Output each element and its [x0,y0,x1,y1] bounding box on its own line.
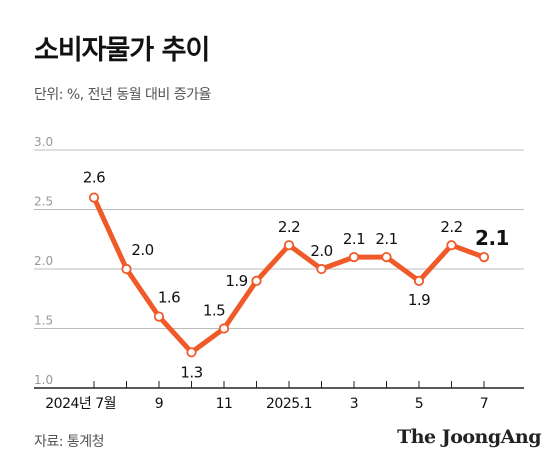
chart-title: 소비자물가 추이 [34,35,210,66]
data-point [478,252,490,263]
data-label: 2.2 [440,218,462,236]
x-tick-label: 11 [216,396,233,412]
x-tick-label: 7 [480,396,488,412]
y-tick-label: 1.0 [34,373,53,387]
data-label-layer: 2.62.01.61.31.51.92.22.02.1 2.11.92.2 2.1 [83,169,510,382]
data-label: 2.1 [475,226,509,250]
y-tick-label: 2.0 [34,254,53,268]
brand-logo: The JoongAng [397,426,541,448]
data-label: 1.5 [203,302,225,320]
x-tick-label: 9 [155,396,163,412]
data-label: 2.2 [278,218,300,236]
series-layer [88,192,490,358]
data-point [316,263,327,275]
data-label: 1.9 [225,272,247,290]
y-tick-label: 2.5 [34,195,53,209]
data-point [121,263,132,275]
data-label: 2.0 [131,241,153,259]
data-point [413,275,425,286]
data-point [381,252,392,263]
y-tick-label: 1.5 [34,314,53,328]
data-point [153,311,165,322]
chart-unit-note: 단위: %, 전년 동월 대비 증가율 [34,87,211,103]
data-label: 1.3 [180,363,202,381]
x-tick-label: 2024년 7월 [45,396,116,412]
x-tick-label: 3 [350,396,358,412]
data-label: 2.1 [375,230,397,248]
data-point [186,347,197,358]
data-point [88,192,100,203]
x-tick-label: 5 [415,396,423,412]
data-label: 1.9 [408,291,430,309]
data-point [283,240,295,251]
x-tick-label: 2025.1 [266,396,312,412]
data-point [218,323,230,334]
grid-layer: 3.0 2.5 2.0 1.5 1.0 [34,135,524,387]
data-point [348,252,360,263]
axis-layer: 2024년 7월 9 11 2025.1 3 5 7 [34,381,524,412]
data-label: 2.1 [343,230,365,248]
data-label: 2.0 [310,242,332,260]
data-point [251,275,262,286]
data-label: 1.6 [158,289,180,307]
y-tick-label: 3.0 [34,135,53,149]
data-point [446,240,457,251]
source-note: 자료: 통계청 [34,434,105,450]
data-label: 2.6 [83,169,105,187]
